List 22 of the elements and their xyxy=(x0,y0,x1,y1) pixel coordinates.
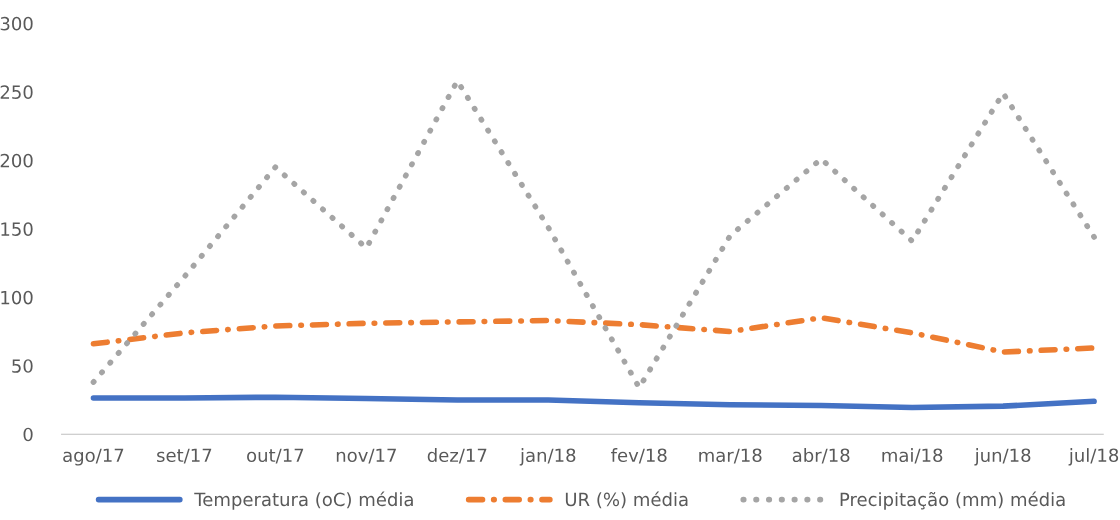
legend-label: Temperatura (oC) média xyxy=(194,491,413,510)
y-tick-label: 100 xyxy=(1,290,33,305)
x-tick-label: abr/18 xyxy=(792,448,850,464)
x-tick-label: jan/18 xyxy=(519,448,576,466)
x-tick-label: ago/17 xyxy=(63,448,124,466)
x-tick-label: mai/18 xyxy=(882,448,943,464)
legend-label: UR (%) média xyxy=(565,491,688,509)
x-tick-label: mar/18 xyxy=(699,448,762,464)
x-tick-label: out/17 xyxy=(247,448,304,464)
x-tick-label: fev/18 xyxy=(611,448,667,464)
legend-label: Precipitação (mm) média xyxy=(840,491,1065,510)
y-tick-label: 50 xyxy=(12,359,33,373)
x-tick-label: set/17 xyxy=(157,448,212,464)
y-tick-label: 200 xyxy=(0,153,33,168)
y-tick-label: 250 xyxy=(0,85,33,99)
x-tick-label: jun/18 xyxy=(974,448,1031,466)
x-tick-label: nov/17 xyxy=(336,448,396,464)
x-tick-label: jul/18 xyxy=(1068,448,1119,466)
y-tick-label: 150 xyxy=(1,222,33,236)
y-tick-label: 300 xyxy=(0,16,33,31)
y-tick-label: 0 xyxy=(23,427,33,442)
x-tick-label: dez/17 xyxy=(427,448,487,464)
